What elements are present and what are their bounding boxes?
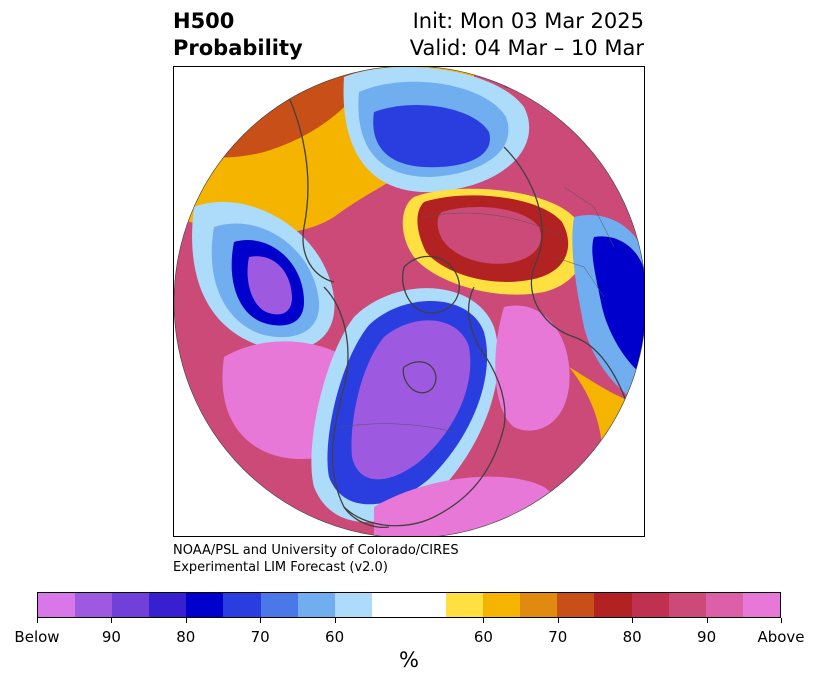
colorbar-segment-below-6	[260, 593, 298, 617]
border-europe-1	[563, 186, 615, 248]
colorbar-segment-above-5	[631, 593, 669, 617]
colorbar-segment-below-8	[334, 593, 372, 617]
colorbar-segment-above-1	[483, 593, 521, 617]
colorbar-segment-below-3	[149, 593, 187, 617]
anomaly-region-atlantic-high	[495, 305, 570, 431]
colorbar-tick-mark	[260, 618, 261, 623]
colorbar-segment-above-0	[446, 593, 484, 617]
colorbar-tick-label: Above	[757, 628, 805, 646]
anomaly-region-siberia-core	[437, 207, 541, 264]
chart-title-variable: H500 Probability	[173, 8, 303, 62]
colorbar-segment-below-4	[186, 593, 224, 617]
credit-text: NOAA/PSL and University of Colorado/CIRE…	[173, 542, 459, 576]
anomaly-region-pacific-purple	[247, 256, 292, 315]
colorbar-tick-label: 90	[101, 628, 121, 646]
anomaly-region-arctic-core	[373, 104, 490, 168]
coast-north-america	[323, 286, 506, 527]
border-russia	[423, 212, 565, 238]
colorbar-segment-above-4	[594, 593, 632, 617]
colorbar-tick-mark	[707, 618, 708, 623]
colorbar-tick-mark	[632, 618, 633, 623]
colorbar-segment-below-2	[112, 593, 150, 617]
colorbar-tick-mark	[781, 618, 782, 623]
coast-europe	[503, 146, 635, 428]
colorbar-tick-label: 70	[548, 628, 568, 646]
chart-title-dates: Init: Mon 03 Mar 2025 Valid: 04 Mar – 10…	[410, 8, 644, 62]
colorbar-tick-mark	[335, 618, 336, 623]
coast-mexico	[343, 506, 390, 528]
colorbar-tick-label: 70	[250, 628, 270, 646]
colorbar-segment-below-7	[297, 593, 335, 617]
colorbar-tick-mark	[483, 618, 484, 623]
credit-institution: NOAA/PSL and University of Colorado/CIRE…	[173, 543, 459, 558]
border-europe-2	[553, 256, 605, 298]
colorbar-tick-mark	[111, 618, 112, 623]
colorbar-segment-above-3	[557, 593, 595, 617]
political-borders	[338, 186, 615, 433]
coast-hudson-bay	[402, 361, 437, 394]
colorbar-tick-label: 60	[473, 628, 493, 646]
colorbar-segment-above-7	[705, 593, 743, 617]
anomaly-region-europe-navy	[592, 236, 644, 377]
title-init-date: Init: Mon 03 Mar 2025	[412, 9, 644, 33]
colorbar-segment-above-2	[520, 593, 558, 617]
coastlines	[283, 86, 635, 528]
border-us-canada	[338, 423, 455, 433]
colorbar	[37, 592, 781, 618]
colorbar-segment-below-1	[75, 593, 113, 617]
anomaly-region-na-purple	[351, 320, 471, 480]
colorbar-segment-above-6	[668, 593, 706, 617]
title-variable-type: Probability	[173, 36, 303, 60]
credit-product: Experimental LIM Forecast (v2.0)	[173, 560, 388, 575]
colorbar-tick-label: 60	[325, 628, 345, 646]
colorbar-segment-above-8	[742, 593, 780, 617]
colorbar-unit-label: %	[399, 648, 419, 672]
colorbar-tick-label: Below	[14, 628, 60, 646]
colorbar-tick-label: 80	[176, 628, 196, 646]
colorbar-tick-mark	[558, 618, 559, 623]
colorbar-segment-neutral	[371, 593, 447, 617]
colorbar-tick-mark	[186, 618, 187, 623]
colorbar-tick-mark	[37, 618, 38, 623]
coast-asia	[283, 86, 335, 283]
colorbar-segment-below-5	[223, 593, 261, 617]
probability-map	[174, 67, 644, 536]
colorbar-tick-label: 90	[697, 628, 717, 646]
coast-greenland	[402, 255, 460, 314]
title-variable-name: H500	[173, 9, 235, 33]
colorbar-tick-label: 80	[622, 628, 642, 646]
colorbar-segment-below-0	[38, 593, 76, 617]
map-panel	[173, 66, 645, 537]
title-valid-range: Valid: 04 Mar – 10 Mar	[409, 36, 644, 60]
